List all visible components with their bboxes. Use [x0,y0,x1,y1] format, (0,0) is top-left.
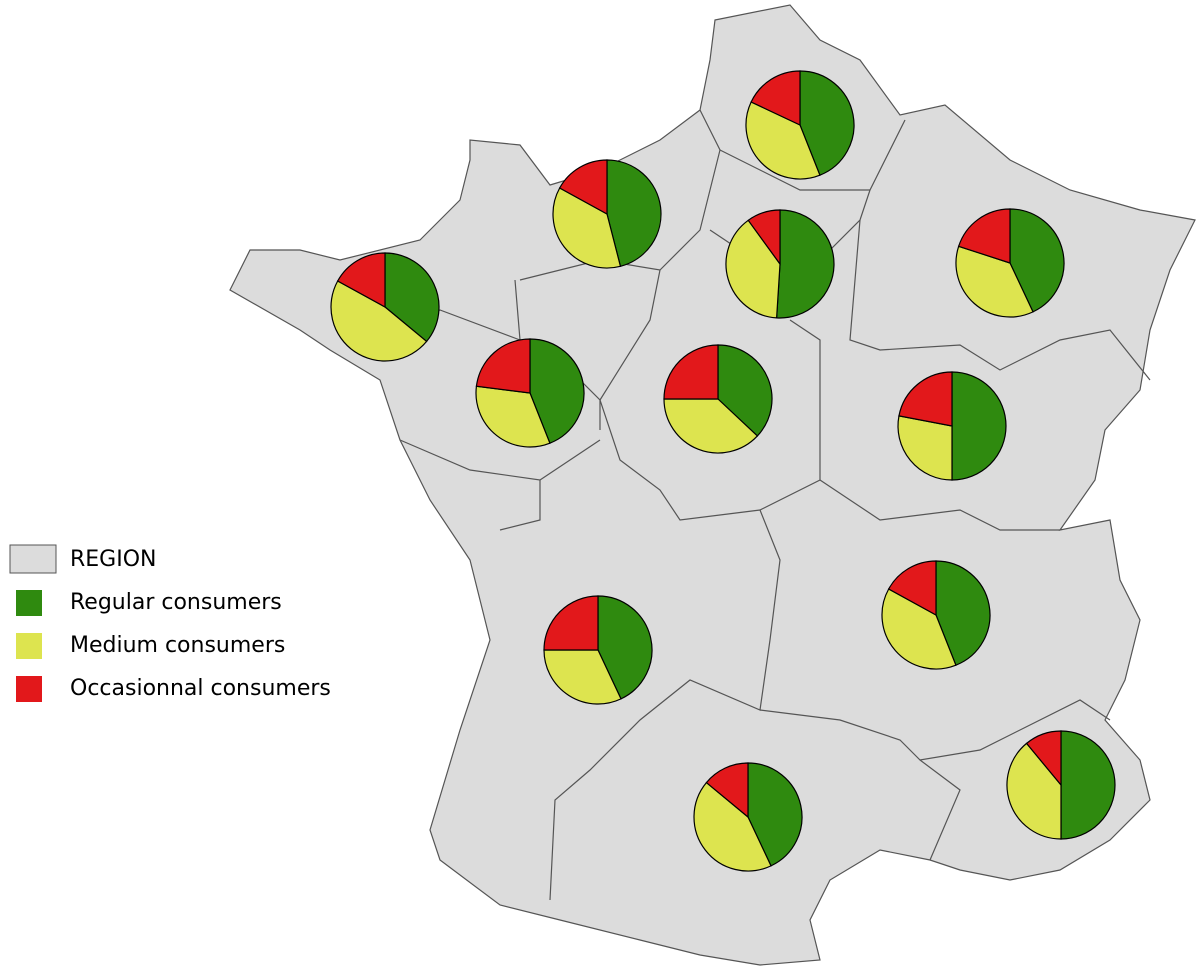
pie-slice [663,344,719,400]
pie-slice [1009,208,1065,313]
pie-slice [725,219,781,319]
pie-slice [897,415,953,481]
pie-slice [529,338,585,444]
pie-slice [935,560,991,666]
pie-slice [717,344,773,437]
pie-slice [1006,742,1062,840]
pie-slice [475,338,531,394]
pie-slice [663,398,759,454]
pie-slice [957,208,1011,264]
pie-slice [745,101,821,180]
legend-swatch [16,676,42,702]
pie-slice [336,252,386,309]
legend-swatch [16,633,42,659]
pie-slice [384,252,440,343]
pie-slice [606,159,662,268]
pie-slice [597,595,653,700]
pie-slice [543,649,622,705]
pie-slice [887,560,937,617]
legend-swatch [9,544,57,574]
legend-label: Medium consumers [70,633,285,658]
pie-slice [747,762,803,867]
pie-slice [1060,730,1116,840]
legend-swatch [16,590,42,616]
pie-slice [951,371,1007,481]
pie-slice [330,280,428,362]
pie-slice [1025,730,1062,787]
pie-slice [750,70,801,126]
legend-label: Regular consumers [70,590,282,615]
pie-slice [552,187,622,269]
pie-slice [475,385,551,448]
pie-slice [558,159,608,216]
pie-slice [955,245,1034,318]
pie-slice [543,595,599,651]
pie-slice [775,209,835,319]
pie-slice [693,781,772,872]
legend-label: REGION [70,547,157,572]
pie-slice [898,371,953,427]
pie-slice [705,762,749,819]
france-outline [229,4,1196,966]
pie-slice [881,588,957,670]
pie-slice [799,70,855,176]
pie-slice [747,209,781,266]
legend-label: Occasionnal consumers [70,676,331,701]
